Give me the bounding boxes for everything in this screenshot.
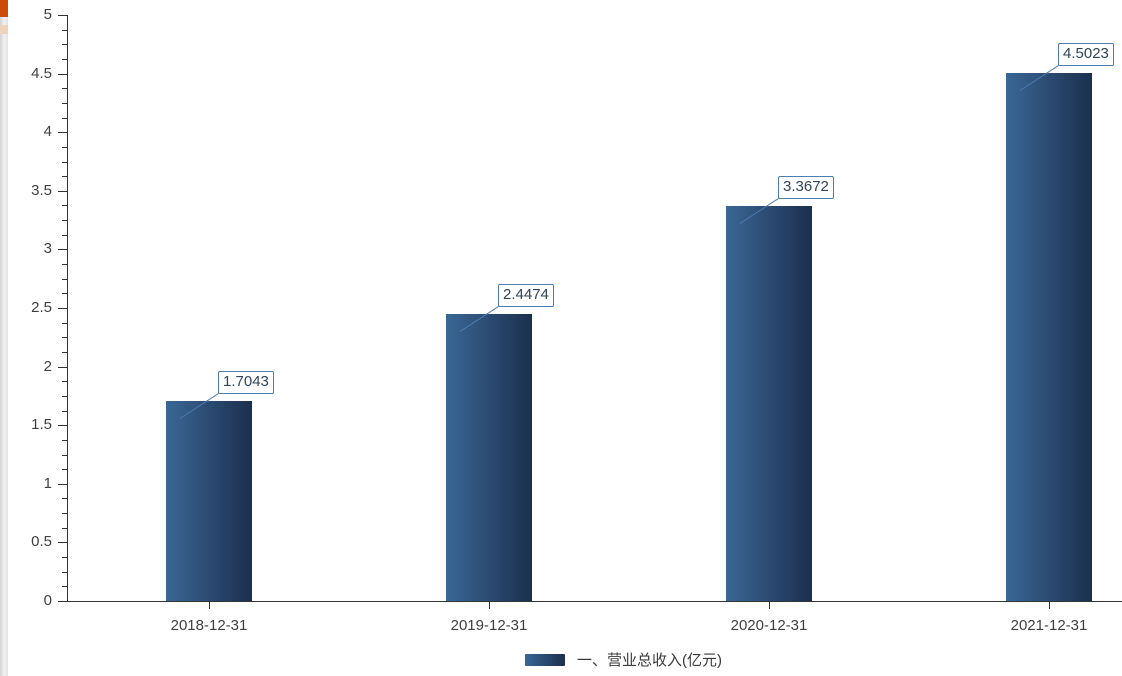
value-label-2021-12-31: 4.5023	[1058, 43, 1114, 67]
y-axis-minor-tick	[62, 88, 67, 90]
y-axis-minor-tick	[62, 571, 67, 573]
x-axis-tick	[209, 602, 210, 609]
scrollbar-highlight-mark	[0, 25, 8, 34]
y-axis-tick-label: 3.5	[31, 181, 52, 199]
value-label-2019-12-31: 2.4474	[498, 284, 554, 308]
y-axis-minor-tick	[62, 117, 67, 119]
scrollbar-thumb[interactable]	[0, 0, 8, 17]
y-axis-minor-tick	[62, 586, 67, 588]
y-axis-minor-tick	[62, 161, 67, 163]
y-axis-minor-tick	[62, 278, 67, 280]
y-axis-tick-label: 2.5	[31, 299, 52, 316]
y-axis-major-tick	[58, 132, 67, 134]
y-axis-tick-label: 4	[43, 123, 52, 141]
y-axis-major-tick	[58, 73, 67, 75]
bar-2018-12-31[interactable]	[166, 401, 252, 601]
y-axis-minor-tick	[62, 469, 67, 471]
bar-2021-12-31[interactable]	[1006, 73, 1092, 601]
y-axis-minor-tick	[62, 176, 67, 178]
legend-label: 一、营业总收入(亿元)	[577, 652, 722, 669]
y-axis-minor-tick	[62, 381, 67, 383]
y-axis-tick-label: 0.5	[31, 533, 52, 551]
y-axis-tick-label: 1	[43, 474, 52, 492]
y-axis-minor-tick	[62, 44, 67, 46]
x-axis-tick	[769, 602, 770, 609]
y-axis-major-tick	[58, 601, 67, 602]
y-axis-minor-tick	[62, 557, 67, 559]
y-axis-tick-label: 3	[43, 240, 52, 258]
y-axis-major-tick	[58, 542, 67, 544]
y-axis-minor-tick	[62, 395, 67, 397]
y-axis-minor-tick	[62, 146, 67, 148]
y-axis-minor-tick	[62, 322, 67, 324]
y-axis-tick-label: 1.5	[31, 416, 52, 434]
y-axis-major-tick	[58, 249, 67, 251]
y-axis-tick-label: 0	[43, 592, 52, 609]
y-axis-minor-tick	[62, 234, 67, 236]
y-axis-tick-label: 4.5	[31, 64, 52, 82]
legend-swatch	[525, 653, 565, 666]
y-axis-major-tick	[58, 15, 67, 16]
x-axis-tick	[1049, 602, 1050, 609]
y-axis-minor-tick	[62, 410, 67, 412]
legend-item-revenue[interactable]: 一、营业总收入(亿元)	[525, 649, 722, 670]
left-scrollbar-track[interactable]	[0, 0, 8, 676]
y-axis-tick-label: 5	[43, 6, 52, 23]
y-axis-minor-tick	[62, 264, 67, 266]
y-axis-major-tick	[58, 308, 67, 309]
x-axis-tick-label: 2021-12-31	[1010, 617, 1088, 634]
x-axis-tick-label: 2020-12-31	[730, 617, 808, 634]
y-axis-line	[67, 15, 68, 602]
y-axis-minor-tick	[62, 58, 67, 60]
y-axis-major-tick	[58, 483, 67, 485]
y-axis-minor-tick	[62, 498, 67, 500]
y-axis-minor-tick	[62, 439, 67, 441]
x-axis-tick-label: 2019-12-31	[450, 617, 528, 634]
y-axis-minor-tick	[62, 351, 67, 353]
y-axis-minor-tick	[62, 29, 67, 31]
y-axis-minor-tick	[62, 205, 67, 207]
x-axis-line	[67, 601, 1122, 602]
y-axis-minor-tick	[62, 513, 67, 515]
y-axis-minor-tick	[62, 293, 67, 295]
value-label-2018-12-31: 1.7043	[218, 371, 274, 395]
y-axis-tick-label: 2	[43, 357, 52, 375]
x-axis-tick-label: 2018-12-31	[170, 617, 248, 634]
bar-2020-12-31[interactable]	[726, 206, 812, 601]
y-axis-major-tick	[58, 190, 67, 192]
y-axis-minor-tick	[62, 454, 67, 456]
x-axis-tick	[489, 602, 490, 609]
y-axis-minor-tick	[62, 220, 67, 222]
value-label-2020-12-31: 3.3672	[778, 176, 834, 200]
y-axis-major-tick	[58, 366, 67, 368]
y-axis-major-tick	[58, 425, 67, 427]
y-axis-minor-tick	[62, 102, 67, 104]
y-axis-minor-tick	[62, 527, 67, 529]
y-axis-minor-tick	[62, 337, 67, 339]
bar-2019-12-31[interactable]	[446, 314, 532, 601]
